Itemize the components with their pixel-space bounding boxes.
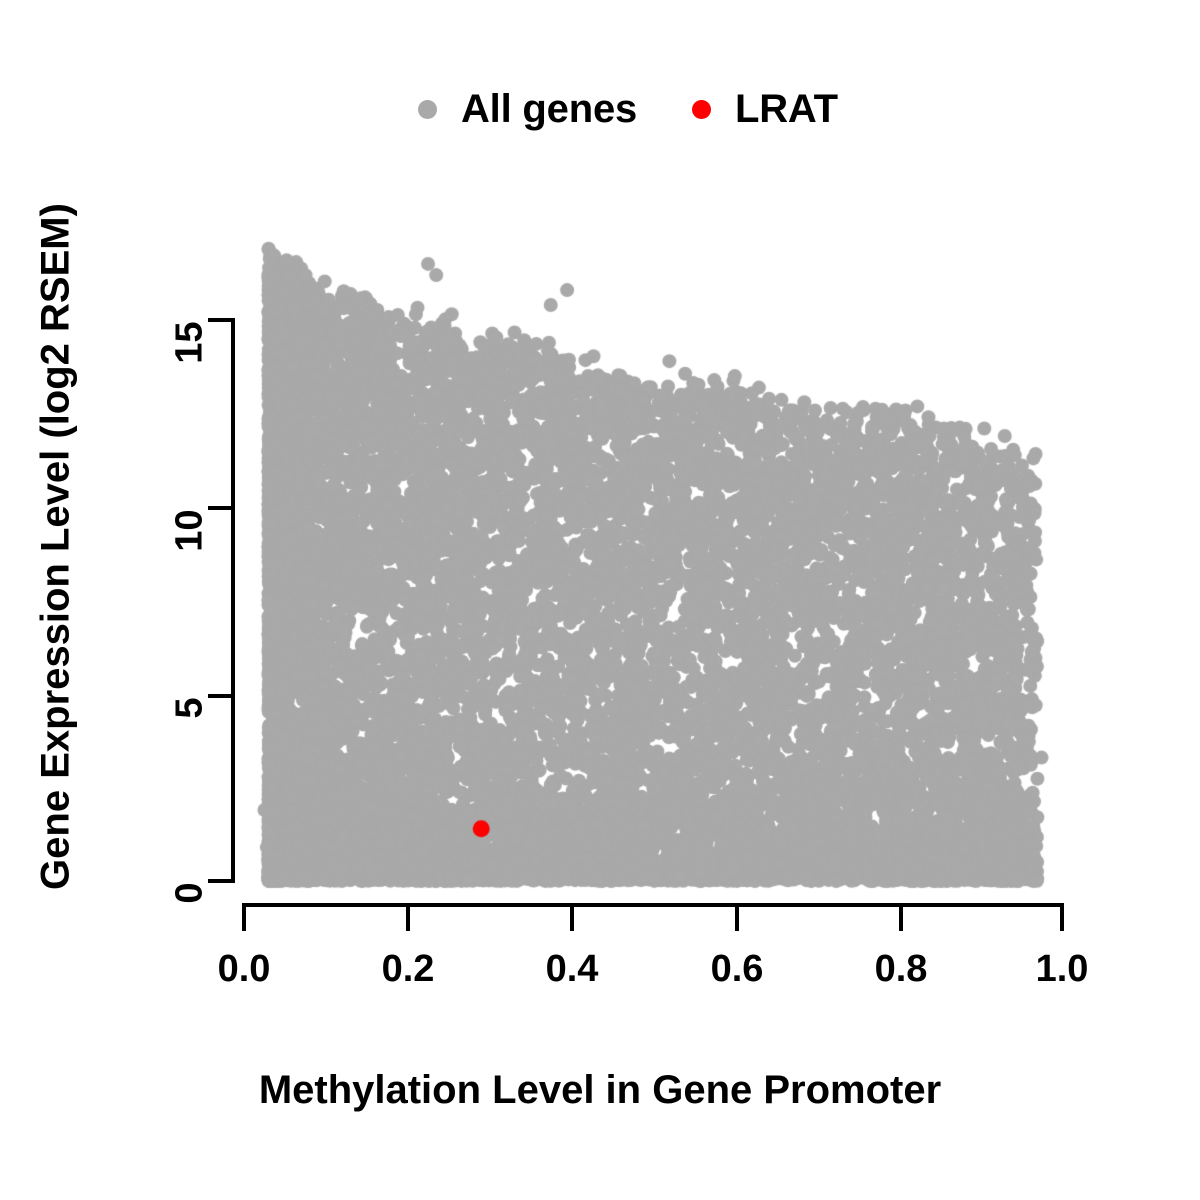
y-axis-tick-label-10: 10: [168, 509, 211, 552]
legend-label-all-genes: All genes: [461, 86, 638, 131]
gray-dot-icon: [418, 99, 437, 119]
y-axis-title: Gene Expression Level (log2 RSEM): [33, 203, 78, 890]
y-axis-tick-10: [208, 506, 235, 510]
x-axis-tick-0.6: [735, 903, 739, 931]
x-axis-tick-label-1.0: 1.0: [1035, 948, 1089, 990]
legend-item-lrat: LRAT: [692, 74, 838, 144]
red-dot-icon: [692, 99, 711, 119]
y-axis-tick-15: [208, 318, 235, 322]
x-axis-line: [242, 903, 1064, 907]
x-axis-tick-1.0: [1060, 903, 1064, 931]
x-axis-tick-label-0.2: 0.2: [381, 948, 435, 990]
x-axis-tick-label-0.0: 0.0: [217, 948, 271, 990]
legend-item-all-genes: All genes: [418, 74, 637, 144]
x-axis-tick-label-0.8: 0.8: [874, 948, 928, 990]
plot-area: [242, 236, 1064, 896]
y-axis-line: [231, 318, 235, 883]
x-axis-tick-0.0: [242, 903, 246, 931]
x-axis-tick-0.8: [899, 903, 903, 931]
y-axis-tick-label-15: 15: [168, 321, 211, 364]
legend-label-lrat: LRAT: [735, 86, 838, 131]
x-axis-tick-label-0.6: 0.6: [710, 948, 764, 990]
x-axis-tick-0.4: [570, 903, 574, 931]
y-axis-tick-label-5: 5: [168, 697, 211, 719]
scatter-points-layer: [242, 236, 1064, 896]
legend: All genes LRAT: [0, 74, 1200, 144]
x-axis-tick-0.2: [406, 903, 410, 931]
x-axis-tick-label-0.4: 0.4: [545, 948, 599, 990]
y-axis-tick-0: [208, 879, 235, 883]
x-axis-title: Methylation Level in Gene Promoter: [258, 1068, 942, 1112]
y-axis-tick-5: [208, 694, 235, 698]
